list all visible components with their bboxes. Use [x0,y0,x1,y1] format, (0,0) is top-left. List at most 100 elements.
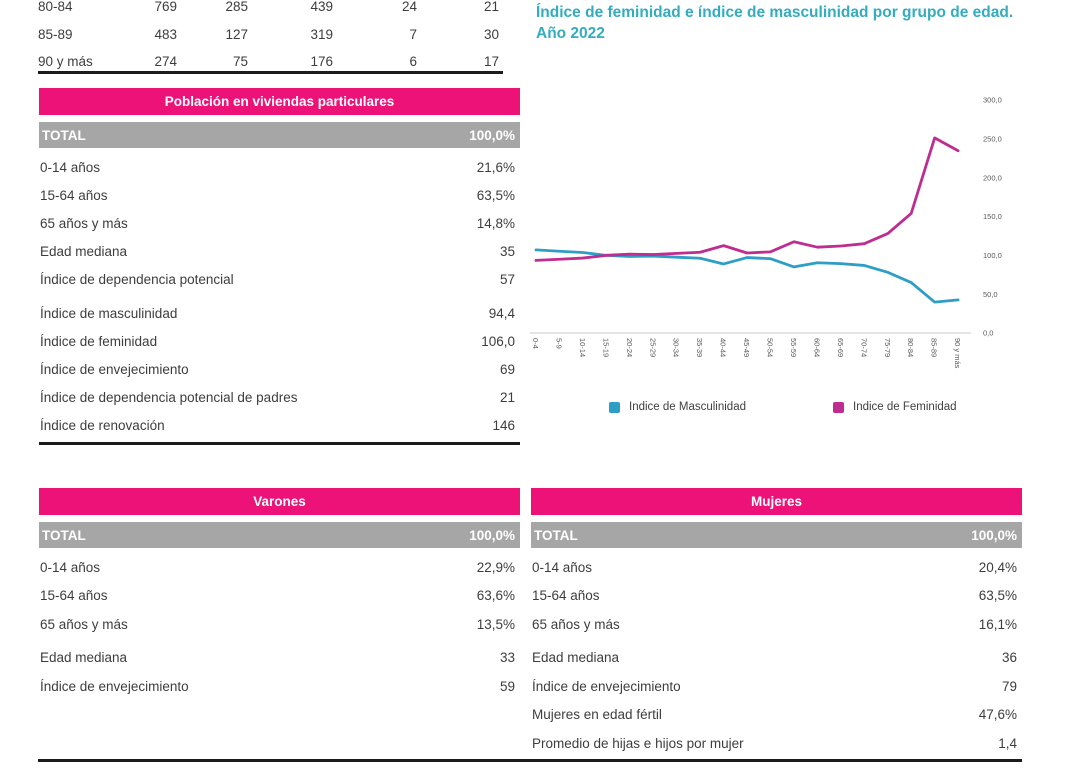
x-axis-tick-label: 20-24 [625,338,634,357]
stat-value: 20,4% [978,559,1017,575]
stat-value: 94,4 [488,305,515,321]
stat-row: Índice de envejecimiento 59 [39,672,520,701]
y-axis-tick-label: 250,0 [983,135,1002,144]
y-axis-tick-label: 150,0 [983,212,1002,221]
stat-rows: 0-14 años 22,9% 15-64 años 63,6% 65 años… [39,548,520,701]
stat-value: 33 [499,650,515,666]
stat-row: Índice de masculinidad 94,4 [39,299,520,327]
value-cell: 285 [225,0,248,15]
chart-title-line1: Índice de feminidad e índice de masculin… [536,4,1014,21]
stat-value: 69 [499,361,515,377]
stat-label: 65 años y más [40,616,128,632]
legend-label: Indice de Masculinidad [629,401,746,413]
stat-label: Índice de envejecimiento [40,361,189,377]
x-axis-tick-label: 15-19 [601,338,610,357]
x-axis-tick-label: 80-84 [906,338,915,357]
stat-value: 79 [1001,678,1017,694]
age-table-bottom: 80-84 769 285 439 24 21 85-89 483 127 31… [38,0,503,76]
total-value: 100,0% [469,127,515,143]
line-chart: 0,0 50,0 100,0 150,0 200,0 250,0 300,0 0-4 5-9 10… [530,96,1002,369]
stat-value: 106,0 [481,333,515,349]
stat-row: Mujeres en edad fértil 47,6% [531,701,1022,730]
stat-value: 22,9% [476,559,515,575]
varones-table: Varones TOTAL 100,0% 0-14 años 22,9% 15-… [39,488,520,701]
table-bottom-rule [38,71,503,74]
y-axis-tick-label: 300,0 [983,96,1002,105]
stat-row: 15-64 años 63,5% [531,582,1022,611]
legend-item-masculinidad: Indice de Masculinidad [609,401,746,413]
stat-value: 63,5% [476,187,515,203]
y-axis-tick-label: 50,0 [983,290,998,299]
stat-value: 13,5% [476,616,515,632]
stat-label: Índice de dependencia potencial [40,272,234,288]
table-title: Varones [39,488,520,515]
stat-label: 15-64 años [40,588,108,604]
value-cell: 769 [154,0,177,15]
stat-row: Índice de envejecimiento 69 [39,355,520,383]
total-row: TOTAL 100,0% [531,522,1022,548]
stat-rows: 0-14 años 20,4% 15-64 años 63,5% 65 años… [531,548,1022,758]
stat-label: Edad mediana [532,650,620,666]
stat-row: 0-14 años 20,4% [531,553,1022,582]
x-axis-tick-label: 25-29 [648,338,657,357]
indice-de-masculinidad-line [534,248,960,304]
stat-row: Edad mediana 36 [531,644,1022,673]
value-cell: 439 [310,0,333,15]
stat-value: 146 [492,418,515,434]
chart-title-line2: Año 2022 [536,25,605,42]
stat-label: 0-14 años [532,559,593,575]
y-axis-tick-label: 100,0 [983,251,1002,260]
stat-label: 65 años y más [532,616,620,632]
legend-item-feminidad: Indice de Feminidad [833,401,957,413]
age-group-label: 80-84 [38,0,73,15]
stat-label: Mujeres en edad fértil [532,707,662,723]
stat-row: Promedio de hijas e hijos por mujer 1,4 [531,729,1022,758]
total-value: 100,0% [971,527,1017,543]
chart-title: Índice de feminidad e índice de masculin… [536,2,1036,44]
legend-label: Indice de Feminidad [853,401,957,413]
stat-row: Edad mediana 33 [39,644,520,673]
stat-row: Edad mediana 35 [39,238,520,266]
value-cell: 30 [483,26,499,42]
x-axis-tick-label: 50-54 [766,338,775,357]
stat-row: 15-64 años 63,6% [39,582,520,611]
stat-label: Índice de feminidad [40,333,158,349]
stat-label: 0-14 años [40,159,101,175]
value-cell: 21 [483,0,499,15]
stat-row: Índice de feminidad 106,0 [39,327,520,355]
stat-rows: 0-14 años 21,6% 15-64 años 63,5% 65 años… [39,148,520,440]
stat-value: 63,5% [978,588,1017,604]
value-cell: 483 [154,26,177,42]
table-row: 80-84 769 285 439 24 21 [38,0,503,21]
stat-label: Edad mediana [40,244,128,260]
y-axis-tick-label: 200,0 [983,173,1002,182]
stat-row: 0-14 años 22,9% [39,553,520,582]
feminidad-legend-swatch [833,401,844,413]
value-cell: 274 [154,54,177,70]
stat-row: 65 años y más 16,1% [531,610,1022,639]
table-row: 85-89 483 127 319 7 30 [38,21,503,49]
y-axis-tick-label: 0,0 [983,329,993,338]
stat-value: 21,6% [476,159,515,175]
stat-value: 35 [499,244,515,260]
x-axis-tick-label: 40-44 [719,338,728,357]
stat-value: 21 [499,390,515,406]
stat-value: 59 [499,678,515,694]
stat-label: 0-14 años [40,559,101,575]
stat-label: 15-64 años [40,187,108,203]
value-cell: 6 [409,54,417,70]
value-cell: 7 [409,26,417,42]
stat-value: 47,6% [978,707,1017,723]
total-row: TOTAL 100,0% [39,522,520,548]
total-row: TOTAL 100,0% [39,122,520,148]
x-axis-tick-label: 90 y más [953,338,962,369]
x-axis-tick-label: 85-89 [930,338,939,357]
stat-value: 14,8% [476,215,515,231]
total-label: TOTAL [534,527,578,543]
x-axis-tick-label: 65-69 [836,338,845,357]
x-axis-tick-label: 0-4 [531,338,540,349]
page-bottom-rule [38,759,1022,762]
value-cell: 75 [232,54,248,70]
stat-label: Índice de renovación [40,418,165,434]
value-cell: 24 [401,0,417,15]
